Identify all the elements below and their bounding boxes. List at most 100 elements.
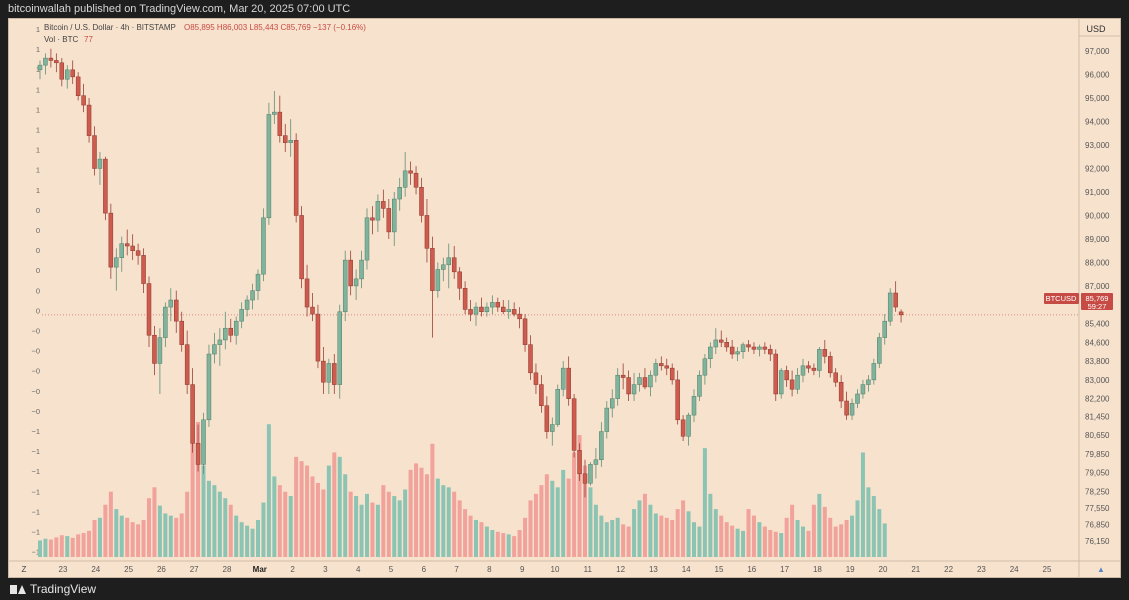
price-tick-label: 85,400 [1085, 320, 1110, 329]
candle [501, 300, 506, 315]
candle-body [577, 450, 582, 475]
candle-body [517, 313, 522, 320]
candle-body [195, 443, 201, 465]
candle [179, 311, 184, 352]
candle-body [593, 459, 599, 465]
currency-label[interactable]: USD [1086, 24, 1106, 34]
time-axis[interactable]: Z ▲ 23 24 25 26 27 28 Mar 2 3 4 5 6 7 8 9 10 11 12 13 14 15 1… [8, 560, 1121, 574]
volume-bar [779, 533, 784, 557]
volume-bar [70, 537, 75, 557]
candle-body [190, 384, 195, 444]
candle [255, 269, 261, 301]
candle [163, 302, 168, 347]
candle [304, 264, 310, 317]
volume-bar [735, 528, 740, 557]
volume-bar [424, 474, 429, 557]
scroll-to-latest-button[interactable]: ▲ [1097, 565, 1105, 574]
volume-bar [653, 513, 658, 557]
candle-body [544, 405, 550, 432]
candle [326, 358, 332, 394]
volume-bar [163, 513, 168, 557]
volume-bar [168, 515, 173, 557]
candle [659, 356, 664, 371]
left-scale-label: 1 [36, 166, 40, 175]
volume-bar [239, 522, 244, 557]
volume-bar [446, 487, 451, 557]
price-tick-label: 80,650 [1085, 431, 1110, 440]
price-tick-label: 77,550 [1085, 504, 1110, 513]
volume-bar [479, 522, 484, 557]
candle-body [822, 349, 828, 357]
candle [157, 328, 163, 394]
candle-body [866, 379, 871, 385]
candle-body [811, 367, 817, 371]
candle [637, 372, 642, 392]
candle-body [528, 344, 533, 374]
volume-bar [190, 435, 195, 557]
volume-bar [719, 515, 724, 557]
timezone-button[interactable]: Z [22, 565, 27, 574]
candle-body [364, 217, 370, 261]
volume-bar [375, 504, 380, 557]
footer-bar: TradingView [0, 578, 1129, 600]
candle-body [648, 374, 653, 388]
volume-bar [762, 526, 767, 557]
volume-bar [125, 517, 130, 557]
candle-body [550, 424, 555, 432]
candle [321, 347, 326, 394]
candle-body [746, 344, 751, 348]
volume-bar [615, 517, 620, 557]
candle [223, 311, 228, 350]
candle-body [201, 419, 206, 465]
volume-bar [811, 504, 816, 557]
candle-body [124, 243, 130, 247]
candle-body [386, 208, 392, 233]
candle [228, 318, 233, 343]
candle [212, 332, 217, 364]
volume-bar [76, 534, 81, 557]
candle [751, 342, 757, 355]
volume-bar [681, 500, 686, 557]
volume-bar [768, 530, 773, 557]
left-scale-label: −0 [31, 387, 40, 396]
volume-bar [315, 482, 320, 557]
candle-body [315, 313, 321, 362]
candle [724, 337, 729, 352]
volume-bar [632, 509, 637, 557]
last-price-value: 85,769 [1086, 294, 1109, 303]
tradingview-logo[interactable]: TradingView [10, 578, 96, 600]
left-scale-label: 1 [36, 25, 40, 34]
candle [332, 354, 337, 394]
left-scale-label: 0 [36, 286, 40, 295]
candle [882, 314, 887, 345]
volume-label: Vol · BTC [44, 35, 78, 44]
candle-body [724, 342, 729, 348]
volume-bar [196, 422, 201, 557]
price-tick-label: 94,000 [1085, 118, 1110, 127]
volume-bar [784, 517, 789, 557]
volume-bar [43, 538, 48, 557]
volume-bar [59, 535, 64, 557]
volume-bar [686, 511, 691, 557]
volume-bar [484, 526, 489, 557]
candle [381, 189, 386, 218]
candle [348, 250, 353, 296]
chart-legend: Bitcoin / U.S. Dollar · 4h · BITSTAMP O8… [44, 23, 366, 44]
candle [680, 415, 686, 441]
volume-bar [337, 456, 342, 557]
candle [577, 443, 582, 481]
volume-bar [561, 469, 566, 557]
candle-body [484, 306, 490, 313]
volume-bar [795, 519, 800, 557]
candle [664, 358, 669, 376]
volume-value: 77 [84, 35, 93, 44]
candle-body [103, 158, 108, 214]
candle-body [239, 309, 244, 322]
candle-body [789, 379, 795, 390]
candle-body [430, 248, 435, 291]
ohlc-values: O85,895 H86,003 L85,443 C85,769 −137 (−0… [184, 23, 366, 32]
candle-body [223, 327, 228, 341]
candle [735, 347, 740, 362]
left-scale-label: −0 [31, 367, 40, 376]
